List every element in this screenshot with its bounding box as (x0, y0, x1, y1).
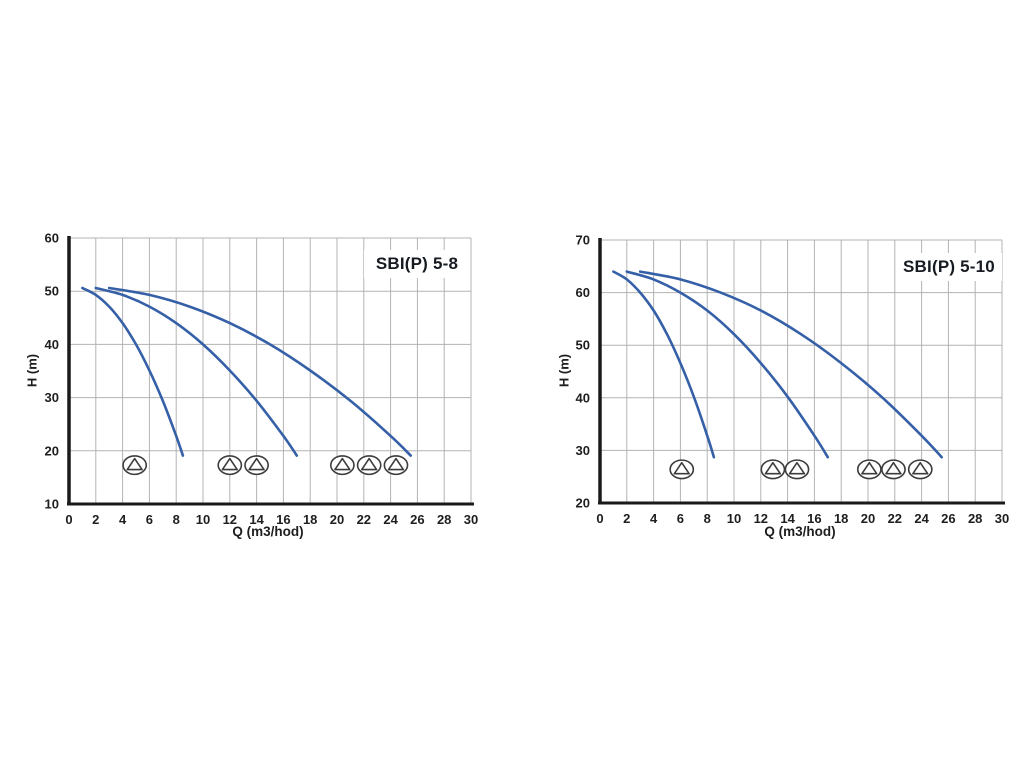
x-tick-label: 28 (968, 511, 982, 526)
x-tick-label: 18 (834, 511, 848, 526)
pump-curve-1 (81, 286, 185, 457)
x-tick-label: 6 (146, 512, 153, 527)
x-tick-label: 20 (861, 511, 875, 526)
pump-icon (760, 459, 786, 480)
pump-icon-triangle (673, 461, 690, 475)
pump-icon-triangle (248, 457, 265, 471)
x-tick-label: 4 (650, 511, 658, 526)
x-tick-label: 26 (410, 512, 424, 527)
x-tick-label: 20 (330, 512, 344, 527)
y-axis-label-right: H (m) (556, 353, 572, 388)
y-tick-label: 60 (576, 285, 590, 300)
y-tick-label: 30 (576, 443, 590, 458)
pump-curve-3 (638, 270, 943, 459)
y-tick-label: 40 (576, 390, 590, 405)
x-tick-label: 2 (623, 511, 630, 526)
x-tick-label: 16 (807, 511, 821, 526)
pump-icon-triangle (861, 461, 878, 475)
pump-icon (907, 459, 933, 480)
x-tick-label: 28 (437, 512, 451, 527)
x-tick-label: 24 (914, 511, 929, 526)
pump-icon-triangle (387, 457, 405, 471)
y-tick-label: 20 (576, 496, 590, 511)
pump-icon (856, 459, 882, 480)
x-tick-label: 6 (677, 511, 684, 526)
x-tick-label: 22 (888, 511, 902, 526)
pump-curve-2 (625, 270, 830, 459)
x-tick-label: 0 (65, 512, 72, 527)
x-tick-label: 14 (780, 511, 795, 526)
pump-curve-2 (94, 286, 299, 457)
pump-icon (217, 455, 243, 476)
y-tick-label: 10 (45, 497, 59, 512)
pump-icon-triangle (764, 461, 782, 475)
y-tick-label: 60 (45, 231, 59, 246)
x-tick-label: 0 (596, 511, 603, 526)
pump-icon-triangle (912, 461, 929, 475)
pump-icon (881, 459, 906, 480)
x-tick-label: 22 (357, 512, 371, 527)
y-tick-label: 70 (576, 233, 590, 248)
pump-icon (669, 459, 695, 480)
y-tick-label: 20 (45, 443, 59, 458)
pump-icon-triangle (360, 457, 378, 471)
pump-icon (244, 455, 270, 476)
x-tick-label: 12 (754, 511, 768, 526)
pump-icon (784, 459, 810, 480)
x-tick-label: 26 (941, 511, 955, 526)
pump-curve-3 (107, 286, 412, 457)
x-tick-label: 24 (383, 512, 398, 527)
x-tick-label: 8 (173, 512, 180, 527)
chart-title-sbip-5-8: SBI(P) 5-8 (364, 250, 470, 278)
x-tick-label: 12 (223, 512, 237, 527)
chart-title-sbip-5-10: SBI(P) 5-10 (896, 253, 1002, 281)
pump-curve-1 (612, 270, 716, 459)
pump-icon (383, 455, 409, 476)
y-tick-label: 40 (45, 337, 59, 352)
x-tick-label: 10 (196, 512, 210, 527)
pump-icon-triangle (126, 457, 143, 471)
y-tick-label: 50 (45, 284, 59, 299)
x-tick-label: 8 (704, 511, 711, 526)
pump-icon-triangle (788, 461, 806, 475)
x-tick-label: 18 (303, 512, 317, 527)
x-axis-label-left: Q (m3/hod) (232, 524, 304, 539)
pump-icon-triangle (885, 461, 902, 475)
x-tick-label: 14 (249, 512, 264, 527)
y-tick-label: 50 (576, 338, 590, 353)
x-tick-label: 10 (727, 511, 741, 526)
y-axis-label-left: H (m) (24, 353, 40, 388)
pump-icon-triangle (334, 457, 351, 471)
x-axis-label-right: Q (m3/hod) (764, 524, 836, 539)
x-tick-label: 16 (276, 512, 290, 527)
pump-icon (356, 455, 382, 476)
x-tick-label: 30 (464, 512, 478, 527)
x-tick-label: 4 (119, 512, 127, 527)
x-tick-label: 30 (995, 511, 1009, 526)
y-tick-label: 30 (45, 390, 59, 405)
pump-icon-triangle (221, 457, 238, 471)
pump-icon (329, 455, 355, 476)
x-tick-label: 2 (92, 512, 99, 527)
pump-icon (122, 455, 148, 476)
